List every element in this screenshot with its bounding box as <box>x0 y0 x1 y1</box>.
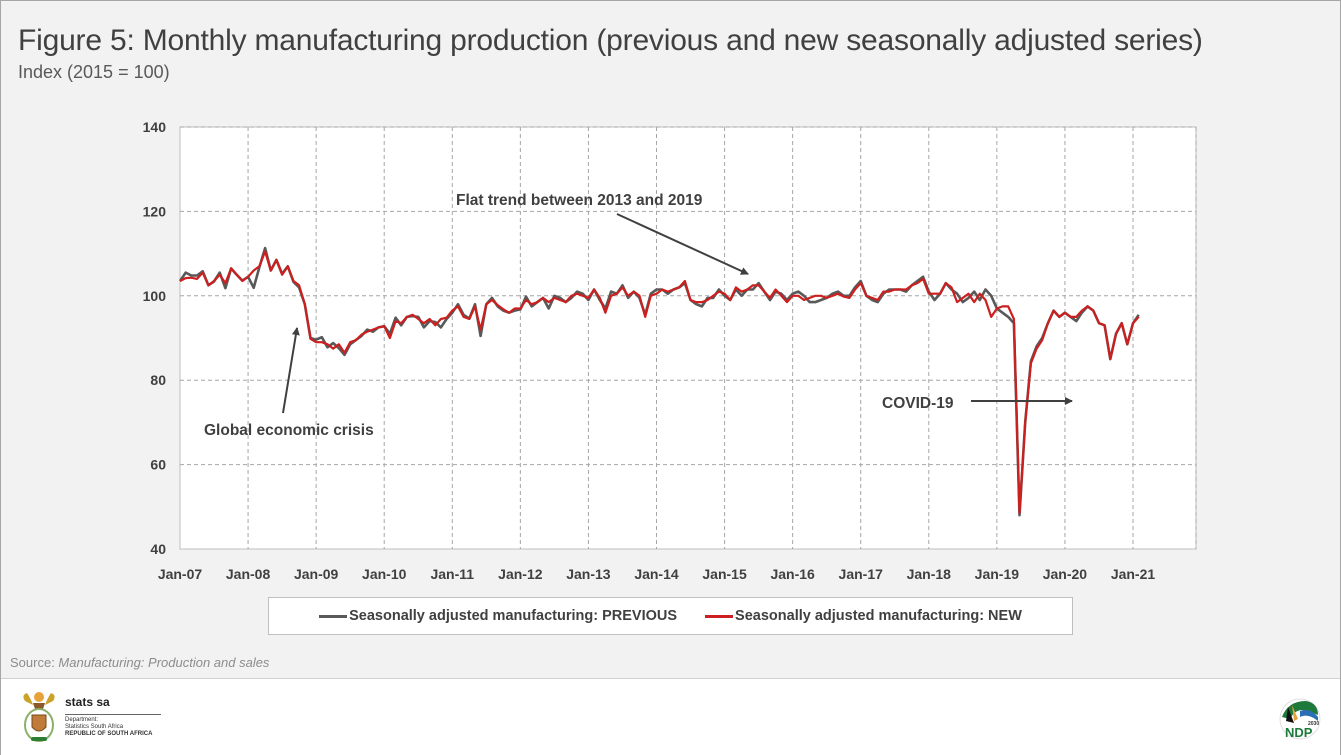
x-tick-label: Jan-14 <box>634 566 679 582</box>
y-axis-ticks: 140 120 100 80 60 40 <box>143 119 167 557</box>
legend-swatch-previous <box>319 614 348 618</box>
x-tick-label: Jan-17 <box>839 566 884 582</box>
dept-line-2: Statistics South Africa <box>65 724 124 730</box>
org-rule <box>65 714 161 715</box>
annotation-flat-trend: Flat trend between 2013 and 2019 <box>456 192 703 209</box>
annotation-covid: COVID-19 <box>882 395 954 412</box>
ndp-year: 2030 <box>1308 721 1319 727</box>
source-prefix: Source: <box>10 655 59 670</box>
ndp-logo-icon: 2030 NDP <box>1279 698 1321 740</box>
x-tick-label: Jan-12 <box>498 566 543 582</box>
x-tick-label: Jan-15 <box>702 566 747 582</box>
source-note: Source: Manufacturing: Production and sa… <box>10 655 269 670</box>
x-tick-label: Jan-08 <box>226 566 271 582</box>
dept-line-3: REPUBLIC OF SOUTH AFRICA <box>65 731 153 737</box>
dept-line-1: Department: <box>65 717 99 723</box>
plot-area <box>179 126 1197 550</box>
x-axis-ticks: Jan-07 Jan-08 Jan-09 Jan-10 Jan-11 Jan-12 Jan-… <box>158 566 1156 582</box>
series-lines <box>178 246 1140 517</box>
source-title: Manufacturing: Production and sales <box>58 655 270 670</box>
page-subtitle: Index (2015 = 100) <box>18 62 170 82</box>
x-tick-label: Jan-18 <box>907 566 952 582</box>
line-chart: 140 120 100 80 60 40 Jan-07 Jan-08 Jan-09 Jan-10… <box>143 119 1197 582</box>
y-tick-label: 140 <box>143 119 167 135</box>
x-tick-label: Jan-16 <box>770 566 815 582</box>
y-tick-label: 120 <box>143 203 167 219</box>
series-line-previous <box>178 246 1140 517</box>
annotation-global-crisis: Global economic crisis <box>204 422 374 439</box>
y-tick-label: 40 <box>150 541 166 557</box>
x-tick-label: Jan-13 <box>566 566 611 582</box>
y-tick-label: 60 <box>150 457 166 473</box>
x-tick-label: Jan-20 <box>1043 566 1088 582</box>
legend-item-new: Seasonally adjusted manufacturing: NEW <box>705 608 1022 624</box>
x-tick-label: Jan-11 <box>430 566 474 582</box>
x-tick-label: Jan-10 <box>362 566 407 582</box>
x-tick-label: Jan-21 <box>1111 566 1156 582</box>
annotations: Flat trend between 2013 and 2019 Global … <box>204 192 1073 439</box>
annotation-global-crisis-arrow <box>282 327 300 414</box>
legend-label-new: Seasonally adjusted manufacturing: NEW <box>735 608 1022 624</box>
ndp-text: NDP <box>1285 725 1313 740</box>
y-tick-label: 100 <box>143 288 167 304</box>
footer: stats sa Department: Statistics South Af… <box>1 678 1340 755</box>
org-department: Department: Statistics South Africa REPU… <box>65 717 152 738</box>
page-title: Figure 5: Monthly manufacturing producti… <box>18 24 1203 57</box>
legend-item-previous: Seasonally adjusted manufacturing: PREVI… <box>319 608 677 624</box>
chart-legend: Seasonally adjusted manufacturing: PREVI… <box>268 597 1073 635</box>
org-name: stats sa <box>65 695 110 709</box>
grid-lines <box>180 126 1197 549</box>
annotation-flat-trend-arrow <box>616 213 749 275</box>
legend-swatch-new <box>705 614 734 618</box>
x-tick-label: Jan-09 <box>294 566 339 582</box>
statssa-logo: stats sa Department: Statistics South Af… <box>19 687 179 747</box>
x-tick-label: Jan-07 <box>158 566 203 582</box>
y-tick-label: 80 <box>150 372 166 388</box>
coat-of-arms-icon <box>23 692 55 742</box>
x-tick-label: Jan-19 <box>975 566 1020 582</box>
legend-label-previous: Seasonally adjusted manufacturing: PREVI… <box>349 608 678 624</box>
series-line-new <box>179 250 1140 515</box>
